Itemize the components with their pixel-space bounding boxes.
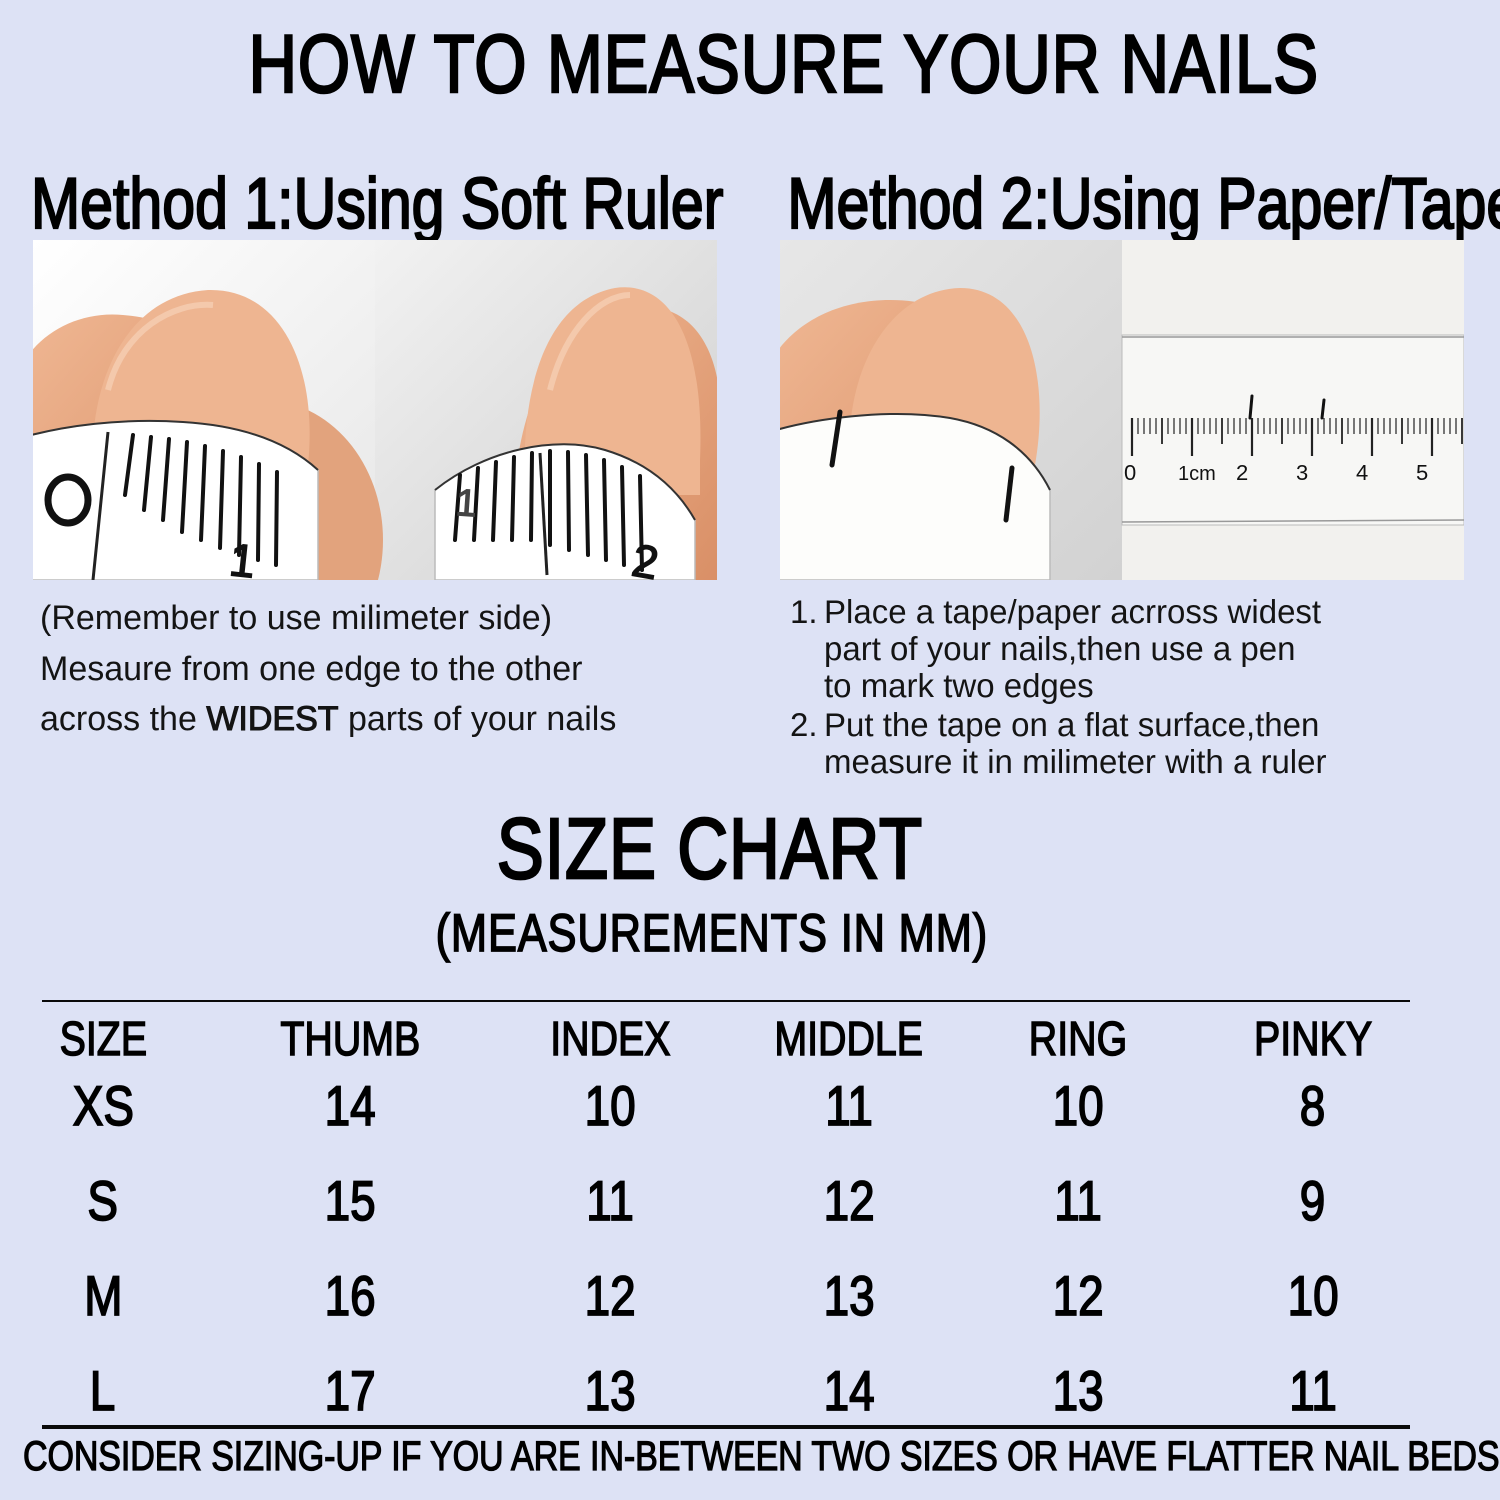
svg-text:3: 3 (1296, 460, 1308, 485)
svg-text:2: 2 (1236, 460, 1248, 485)
svg-text:5: 5 (1416, 460, 1428, 485)
svg-text:4: 4 (1356, 460, 1368, 485)
svg-text:1: 1 (227, 533, 258, 580)
svg-text:1: 1 (454, 482, 478, 525)
svg-text:1cm: 1cm (1178, 463, 1216, 485)
svg-text:0: 0 (1124, 460, 1136, 485)
